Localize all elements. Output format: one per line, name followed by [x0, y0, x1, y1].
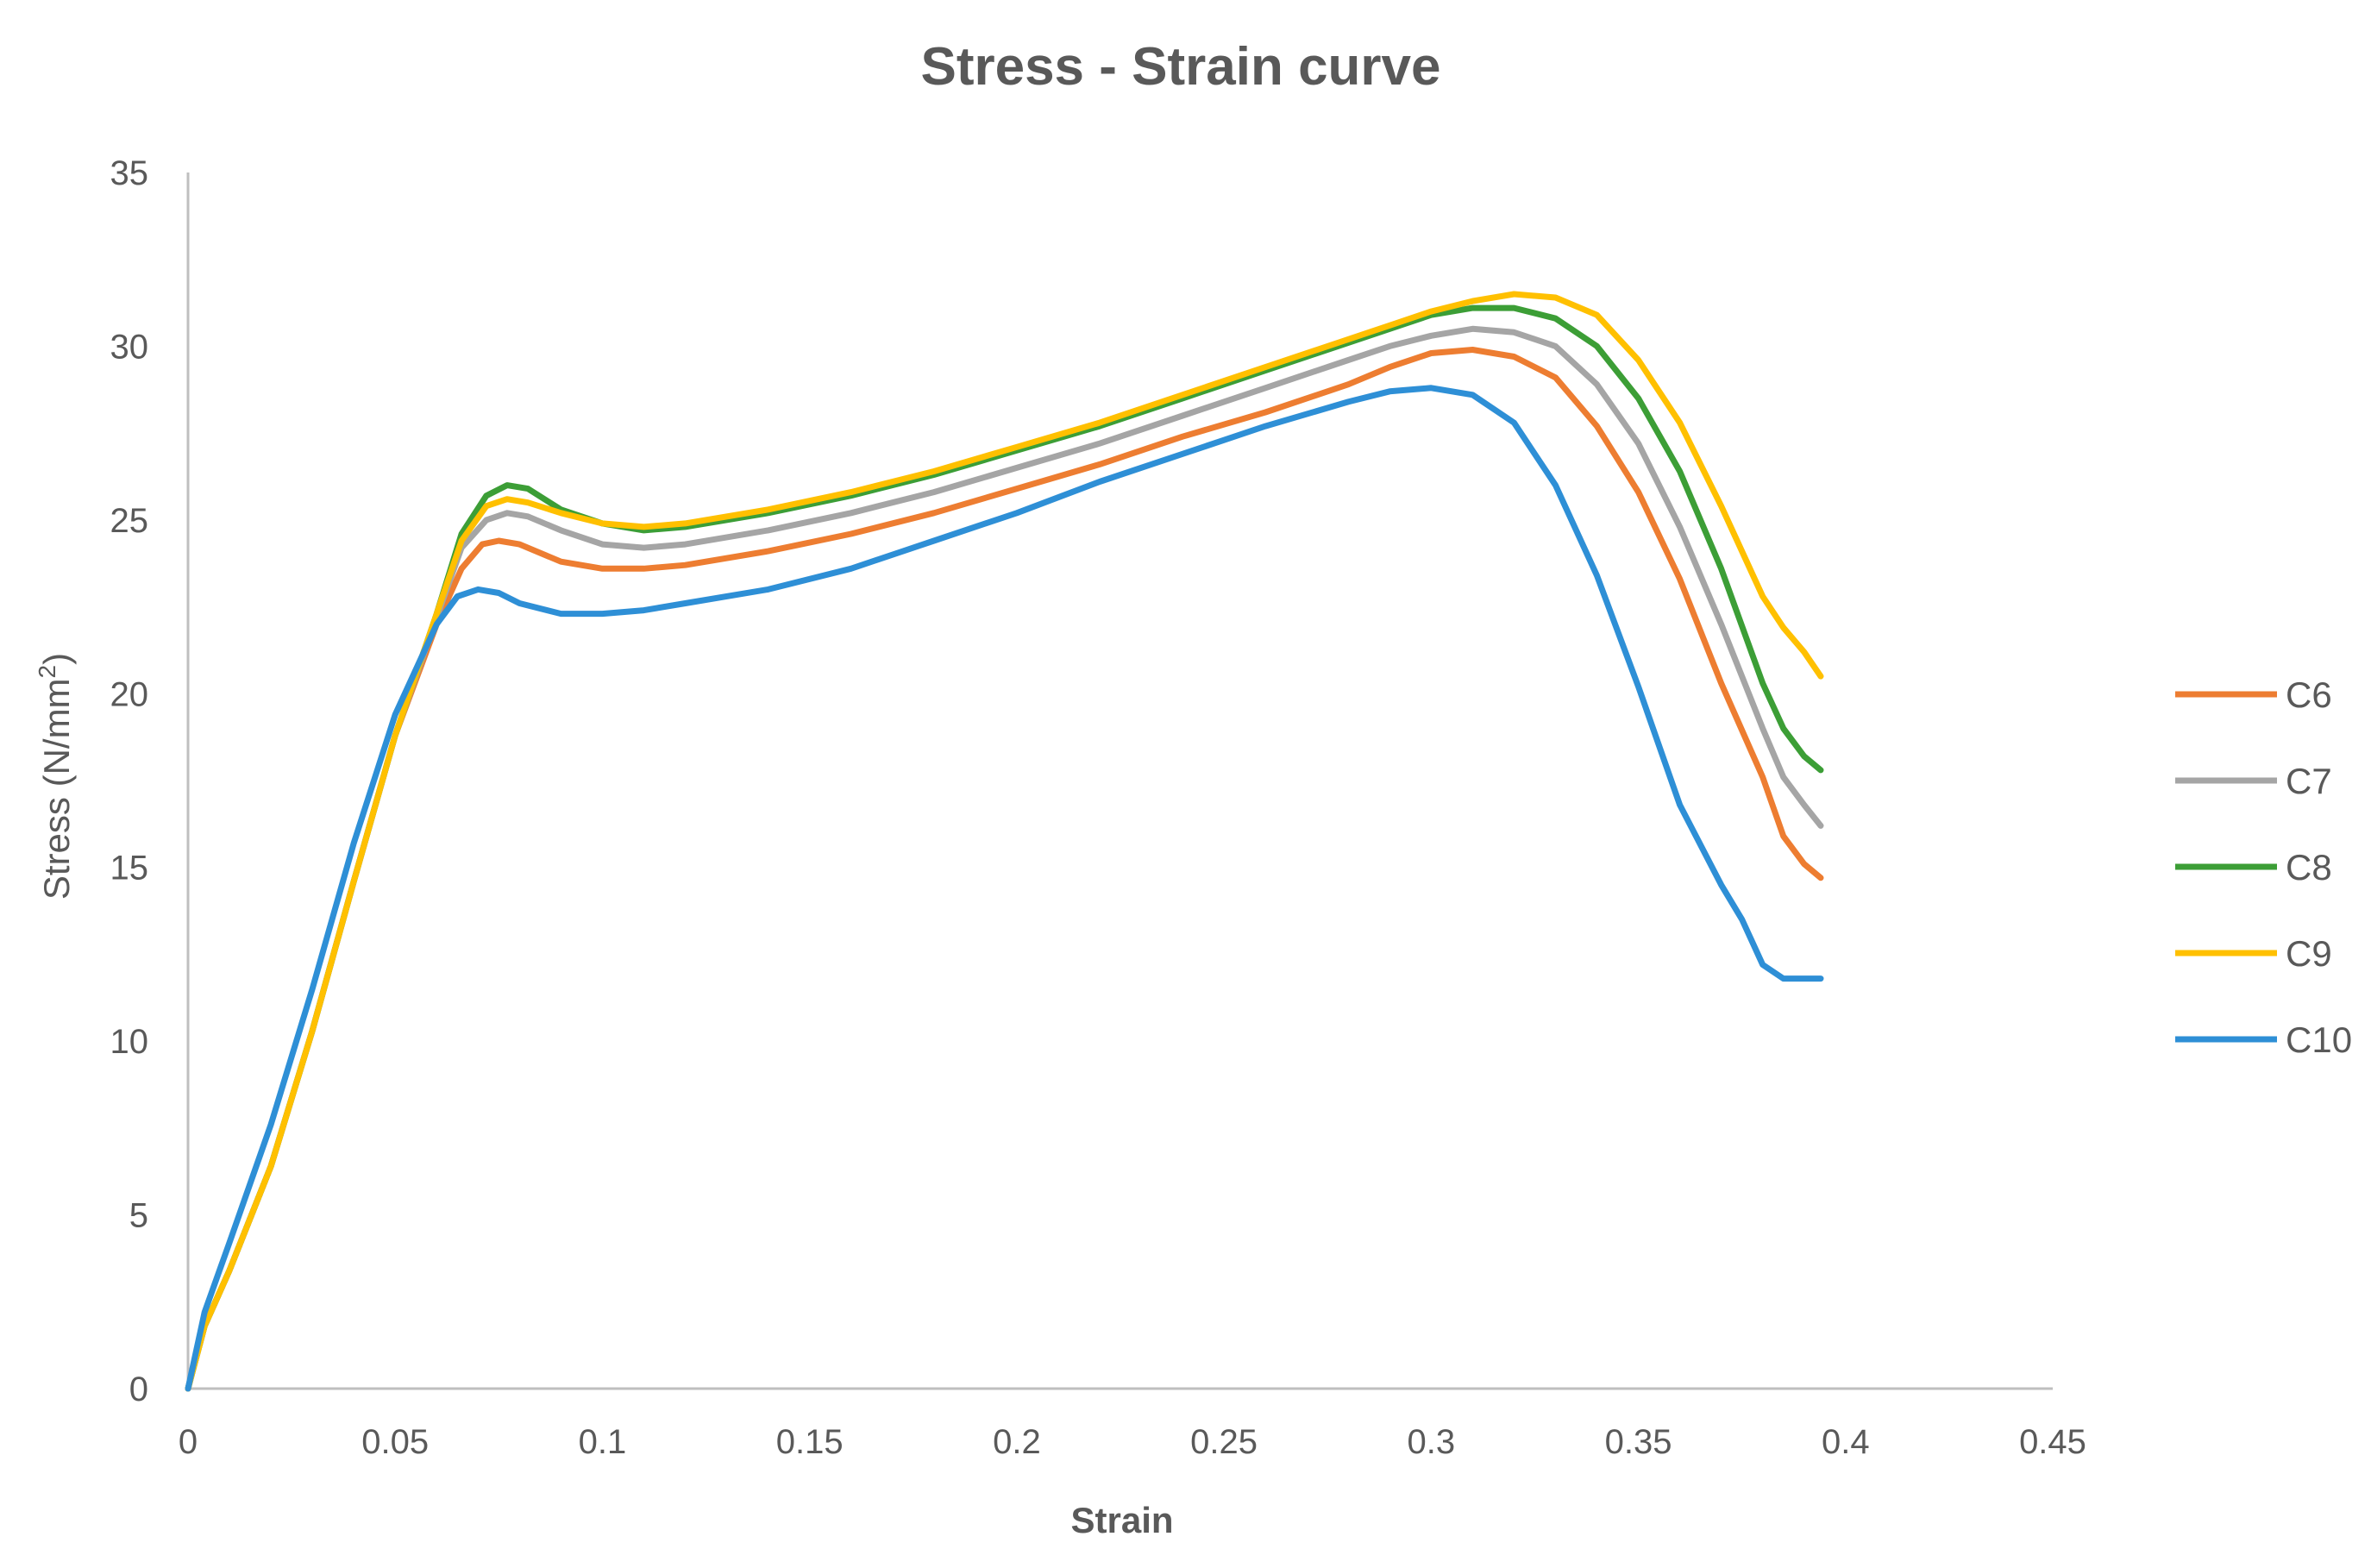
y-tick-label: 35 — [110, 154, 149, 192]
x-tick-label: 0 — [179, 1423, 198, 1461]
y-tick-label: 15 — [110, 850, 149, 887]
series-line-c7 — [185, 325, 1824, 1392]
series-line-c10 — [185, 385, 1824, 1392]
x-tick-label: 0.1 — [579, 1423, 627, 1461]
legend-item-c7: C7 — [2175, 761, 2332, 801]
x-tick-label: 0.05 — [361, 1423, 429, 1461]
x-tick-label: 0.3 — [1408, 1423, 1456, 1461]
x-tick-label: 0.35 — [1605, 1423, 1672, 1461]
legend-item-c6: C6 — [2175, 674, 2332, 715]
chart-title: Stress - Strain curve — [920, 37, 1440, 97]
y-tick-label: 10 — [110, 1023, 149, 1061]
x-tick-label: 0.15 — [776, 1423, 844, 1461]
y-tick-label: 0 — [129, 1370, 148, 1408]
y-tick-label: 5 — [129, 1197, 148, 1235]
legend-label: C7 — [2286, 761, 2332, 801]
legend-item-c10: C10 — [2175, 1019, 2352, 1060]
series-line-c6 — [185, 347, 1824, 1392]
legend-label: C9 — [2286, 933, 2332, 974]
legend-label: C6 — [2286, 674, 2332, 715]
x-tick-label: 0.2 — [993, 1423, 1041, 1461]
y-axis-title-superscript: 2 — [34, 665, 60, 679]
y-axis-title: Stress (N/mm2) — [34, 653, 77, 900]
series-lines — [185, 291, 1824, 1392]
plot-area: 0 0.05 0.1 0.15 0.2 0.25 0.3 0.35 0.4 0.45 0 5 10 15… — [110, 154, 2086, 1461]
legend-item-c8: C8 — [2175, 847, 2332, 887]
x-tick-label: 0.4 — [1822, 1423, 1870, 1461]
legend-label: C8 — [2286, 847, 2332, 887]
y-tick-label: 30 — [110, 328, 149, 366]
legend-label: C10 — [2286, 1019, 2352, 1060]
legend: C6 C7 C8 C9 C10 — [2175, 674, 2352, 1060]
y-axis-ticks: 0 5 10 15 20 25 30 35 — [110, 154, 149, 1408]
legend-item-c9: C9 — [2175, 933, 2332, 974]
series-line-c9 — [185, 291, 1824, 1392]
x-tick-label: 0.25 — [1190, 1423, 1258, 1461]
x-axis-title: Strain — [1070, 1500, 1173, 1540]
y-axis-title-close: ) — [36, 653, 77, 665]
y-axis-title-main: Stress (N/mm — [36, 678, 77, 900]
x-tick-label: 0.45 — [2019, 1423, 2086, 1461]
x-axis-ticks: 0 0.05 0.1 0.15 0.2 0.25 0.3 0.35 0.4 0.45 — [179, 1423, 2086, 1461]
y-tick-label: 25 — [110, 502, 149, 540]
y-tick-label: 20 — [110, 675, 149, 713]
